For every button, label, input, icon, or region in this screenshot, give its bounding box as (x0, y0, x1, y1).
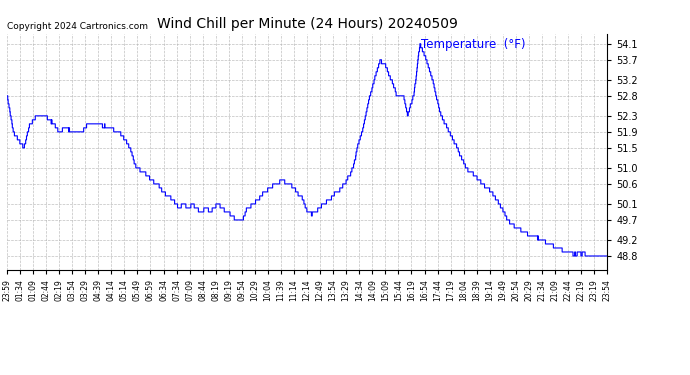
Text: Temperature  (°F): Temperature (°F) (421, 39, 526, 51)
Text: Copyright 2024 Cartronics.com: Copyright 2024 Cartronics.com (7, 22, 148, 32)
Title: Wind Chill per Minute (24 Hours) 20240509: Wind Chill per Minute (24 Hours) 2024050… (157, 17, 457, 31)
